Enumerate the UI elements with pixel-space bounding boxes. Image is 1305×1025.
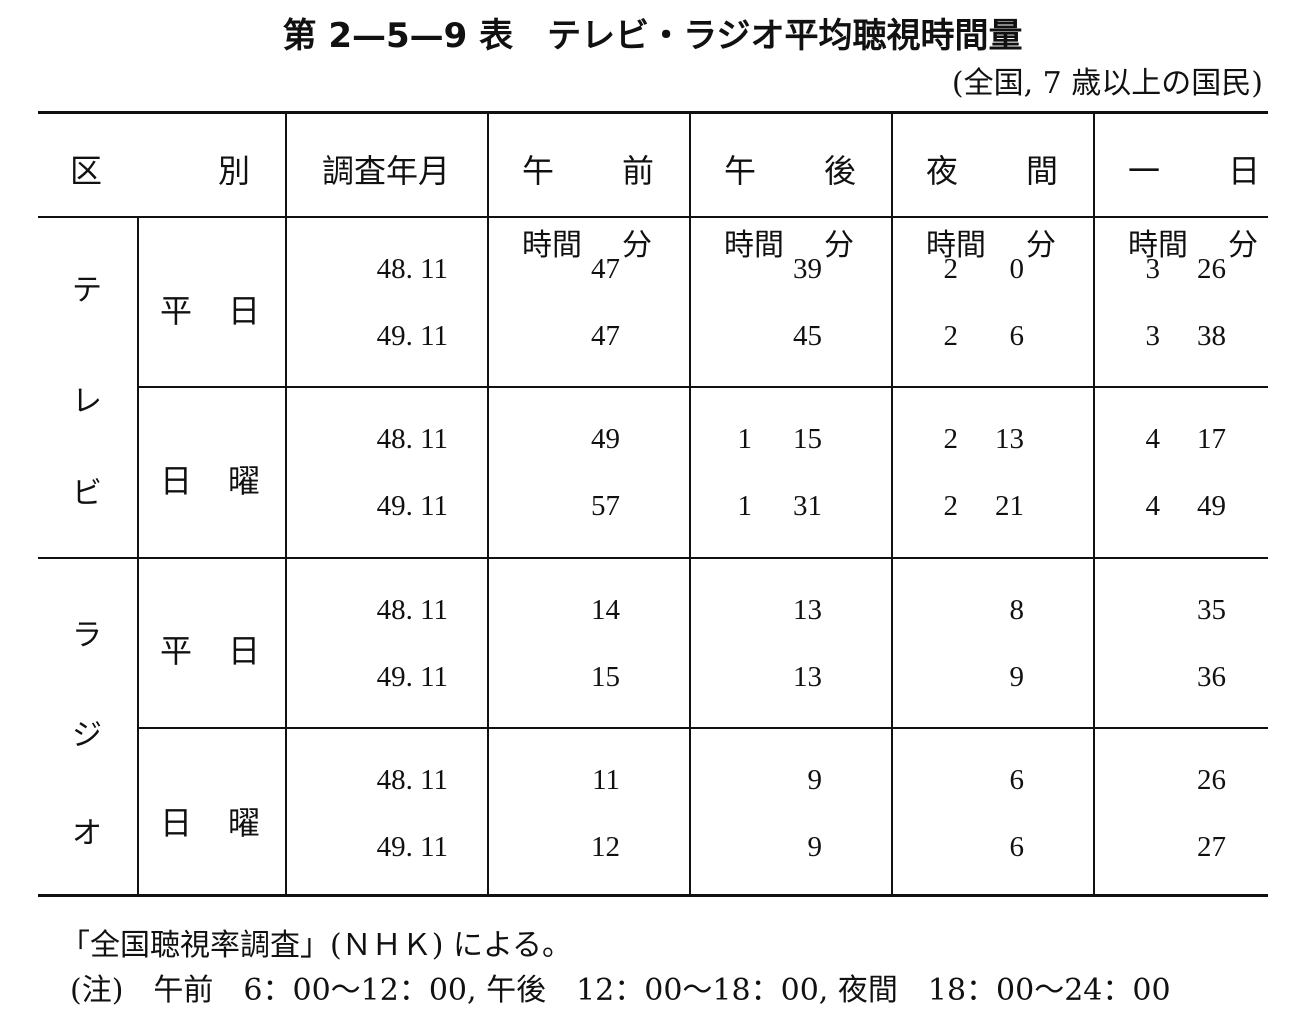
afternoon-minutes: 9: [807, 764, 823, 796]
col-rule-night: [891, 113, 893, 895]
survey-date: 49. 11: [376, 661, 448, 693]
afternoon-minutes: 31: [793, 490, 822, 522]
radio-sub-rule: [138, 727, 1268, 729]
night-minutes: 6: [1009, 831, 1025, 863]
morning-minutes: 14: [591, 594, 620, 626]
survey-date: 49. 11: [376, 490, 448, 522]
survey-date: 48. 11: [376, 594, 448, 626]
night-minutes: 0: [1009, 253, 1025, 285]
col-rule-day: [1093, 113, 1095, 895]
night-hours: 2: [943, 320, 959, 352]
morning-minutes: 12: [591, 831, 620, 863]
unit-hour-day: 時間: [1128, 228, 1188, 263]
night-hours: 2: [943, 253, 959, 285]
morning-minutes: 15: [591, 661, 620, 693]
header-bottom-rule: [38, 216, 1268, 218]
header-morning-a: 午: [522, 152, 555, 190]
night-minutes: 8: [1009, 594, 1025, 626]
unit-minute-morning: 分: [622, 228, 652, 263]
day-minutes: 26: [1197, 253, 1226, 285]
morning-minutes: 49: [591, 423, 620, 455]
header-night-b: 間: [1026, 152, 1059, 190]
day-minutes: 17: [1197, 423, 1226, 455]
header-day-b: 日: [1228, 152, 1261, 190]
day-minutes: 49: [1197, 490, 1226, 522]
day-type-char: 日: [160, 462, 193, 500]
col-rule-medium: [137, 217, 139, 895]
medium-tv-char: テ: [72, 273, 102, 308]
night-minutes: 6: [1009, 764, 1025, 796]
day-type-char: 日: [228, 292, 261, 330]
medium-radio-char: ジ: [72, 718, 102, 753]
unit-hour-morning: 時間: [522, 228, 582, 263]
day-minutes: 26: [1197, 764, 1226, 796]
day-type-char: 日: [228, 632, 261, 670]
night-minutes: 21: [995, 490, 1024, 522]
survey-date: 48. 11: [376, 253, 448, 285]
col-rule-morning: [487, 113, 489, 895]
morning-minutes: 57: [591, 490, 620, 522]
day-minutes: 36: [1197, 661, 1226, 693]
day-type-char: 日: [160, 804, 193, 842]
afternoon-minutes: 45: [793, 320, 822, 352]
night-minutes: 13: [995, 423, 1024, 455]
col-rule-afternoon: [689, 113, 691, 895]
survey-date: 48. 11: [376, 764, 448, 796]
medium-tv-char: ビ: [72, 476, 102, 511]
table-bottom-rule: [38, 894, 1268, 897]
table-top-rule: [38, 111, 1268, 114]
afternoon-hours: 1: [737, 423, 753, 455]
afternoon-hours: 1: [737, 490, 753, 522]
unit-hour-afternoon: 時間: [724, 228, 784, 263]
afternoon-minutes: 13: [793, 594, 822, 626]
day-type-char: 曜: [228, 804, 261, 842]
header-day-a: 一: [1128, 152, 1161, 190]
unit-minute-afternoon: 分: [824, 228, 854, 263]
header-survey: 調査年月: [322, 152, 451, 190]
header-afternoon-b: 後: [824, 152, 857, 190]
header-afternoon-a: 午: [724, 152, 757, 190]
survey-date: 49. 11: [376, 320, 448, 352]
day-minutes: 27: [1197, 831, 1226, 863]
day-hours: 3: [1145, 253, 1161, 285]
medium-tv-char: レ: [72, 384, 102, 419]
afternoon-minutes: 13: [793, 661, 822, 693]
header-morning-b: 前: [622, 152, 655, 190]
morning-minutes: 47: [591, 320, 620, 352]
afternoon-minutes: 39: [793, 253, 822, 285]
table-subtitle: (全国, 7 歳以上の国民): [951, 66, 1263, 101]
day-minutes: 35: [1197, 594, 1226, 626]
day-minutes: 38: [1197, 320, 1226, 352]
day-hours: 4: [1145, 423, 1161, 455]
morning-minutes: 47: [591, 253, 620, 285]
group-divider-rule: [38, 557, 1268, 559]
medium-radio-char: オ: [72, 816, 102, 851]
header-category-a: 区: [70, 152, 103, 190]
survey-date: 49. 11: [376, 831, 448, 863]
tv-sub-rule: [138, 386, 1268, 388]
header-category-b: 別: [218, 152, 251, 190]
footnote: (注) 午前 6：00～12：00, 午後 12：00～18：00, 夜間 18…: [70, 973, 1171, 1008]
day-type-char: 平: [160, 292, 193, 330]
afternoon-minutes: 9: [807, 831, 823, 863]
survey-date: 48. 11: [376, 423, 448, 455]
source-note: 「全国聴視率調査」(ＮＨＫ) による。: [60, 928, 573, 963]
col-rule-survey: [285, 113, 287, 895]
day-hours: 4: [1145, 490, 1161, 522]
day-hours: 3: [1145, 320, 1161, 352]
night-hours: 2: [943, 490, 959, 522]
header-night-a: 夜: [926, 152, 959, 190]
medium-radio-char: ラ: [72, 618, 102, 653]
night-minutes: 9: [1009, 661, 1025, 693]
page-title: 第 2—5—9 表 テレビ・ラジオ平均聴視時間量: [282, 16, 1023, 56]
morning-minutes: 11: [592, 764, 620, 796]
night-minutes: 6: [1009, 320, 1025, 352]
day-type-char: 平: [160, 632, 193, 670]
unit-minute-day: 分: [1228, 228, 1258, 263]
unit-minute-night: 分: [1026, 228, 1056, 263]
unit-hour-night: 時間: [926, 228, 986, 263]
afternoon-minutes: 15: [793, 423, 822, 455]
night-hours: 2: [943, 423, 959, 455]
day-type-char: 曜: [228, 462, 261, 500]
